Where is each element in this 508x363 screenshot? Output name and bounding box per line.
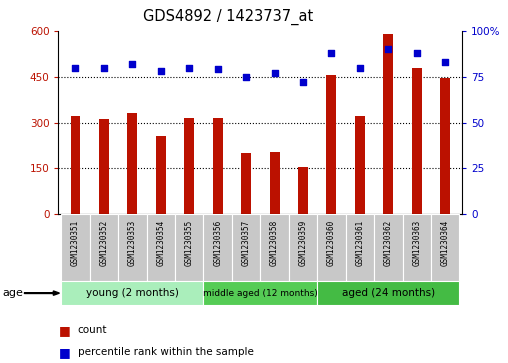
Bar: [90, 214, 118, 281]
Text: GSM1230352: GSM1230352: [100, 220, 108, 266]
Bar: [384, 34, 393, 214]
Point: [100, 65, 108, 70]
Text: GSM1230360: GSM1230360: [327, 220, 336, 266]
Bar: [204, 281, 317, 305]
Bar: [175, 214, 204, 281]
Text: GSM1230359: GSM1230359: [299, 220, 307, 266]
Bar: [355, 117, 365, 214]
Point: [242, 74, 250, 79]
Text: ■: ■: [58, 324, 70, 337]
Text: GSM1230351: GSM1230351: [71, 220, 80, 266]
Point: [72, 65, 80, 70]
Text: GSM1230355: GSM1230355: [185, 220, 194, 266]
Point: [356, 65, 364, 70]
Bar: [327, 75, 336, 214]
Bar: [289, 214, 317, 281]
Text: GSM1230357: GSM1230357: [242, 220, 250, 266]
Bar: [184, 118, 194, 214]
Point: [412, 50, 421, 56]
Text: ■: ■: [58, 346, 70, 359]
Point: [270, 70, 278, 76]
Bar: [412, 68, 422, 214]
Text: GSM1230362: GSM1230362: [384, 220, 393, 266]
Text: GSM1230356: GSM1230356: [213, 220, 222, 266]
Bar: [128, 113, 137, 214]
Text: GSM1230361: GSM1230361: [356, 220, 364, 266]
Bar: [118, 214, 147, 281]
Text: GDS4892 / 1423737_at: GDS4892 / 1423737_at: [143, 9, 314, 25]
Bar: [440, 78, 450, 214]
Bar: [270, 151, 279, 214]
Bar: [61, 214, 90, 281]
Bar: [345, 214, 374, 281]
Bar: [317, 281, 459, 305]
Point: [327, 50, 335, 56]
Bar: [71, 117, 80, 214]
Bar: [261, 214, 289, 281]
Bar: [317, 214, 345, 281]
Bar: [232, 214, 261, 281]
Point: [157, 68, 165, 74]
Text: GSM1230353: GSM1230353: [128, 220, 137, 266]
Bar: [298, 167, 308, 214]
Point: [441, 59, 449, 65]
Bar: [204, 214, 232, 281]
Bar: [156, 136, 166, 214]
Bar: [241, 153, 251, 214]
Text: GSM1230363: GSM1230363: [412, 220, 421, 266]
Text: GSM1230364: GSM1230364: [441, 220, 450, 266]
Text: middle aged (12 months): middle aged (12 months): [203, 289, 318, 298]
Point: [129, 61, 137, 67]
Text: young (2 months): young (2 months): [86, 288, 179, 298]
Text: aged (24 months): aged (24 months): [342, 288, 435, 298]
Point: [299, 79, 307, 85]
Bar: [147, 214, 175, 281]
Point: [185, 65, 194, 70]
Text: age: age: [3, 288, 23, 298]
Bar: [61, 281, 204, 305]
Text: GSM1230354: GSM1230354: [156, 220, 165, 266]
Point: [214, 66, 222, 72]
Bar: [431, 214, 459, 281]
Bar: [402, 214, 431, 281]
Text: GSM1230358: GSM1230358: [270, 220, 279, 266]
Point: [384, 46, 392, 52]
Text: count: count: [78, 325, 107, 335]
Bar: [99, 119, 109, 214]
Bar: [213, 118, 223, 214]
Text: percentile rank within the sample: percentile rank within the sample: [78, 347, 253, 357]
Bar: [374, 214, 402, 281]
